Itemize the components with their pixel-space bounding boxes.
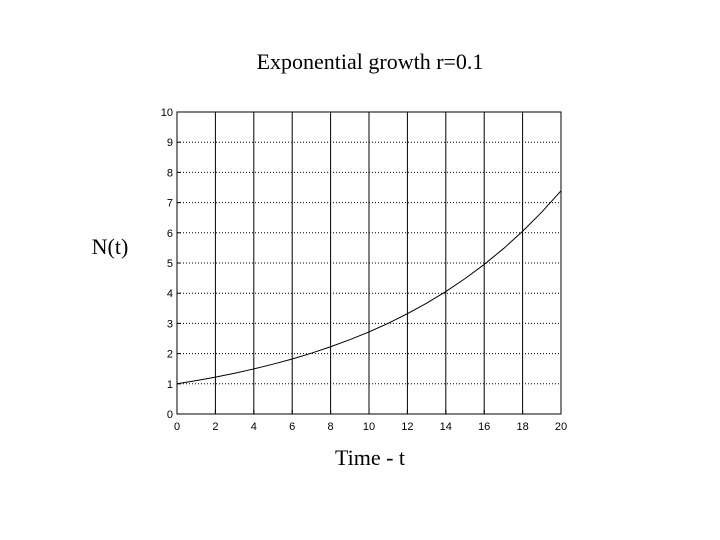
plot-frame [176,111,562,415]
chart-title: Exponential growth r=0.1 [257,49,484,74]
x-axis-label: Time - t [335,445,405,470]
x-tick-label: 6 [289,421,295,433]
y-tick-label: 2 [167,349,173,361]
y-tick-label: 4 [167,288,173,300]
x-tick-label: 2 [212,421,218,433]
y-tick-label: 10 [161,107,173,119]
x-tick-label: 16 [478,421,490,433]
y-tick-label: 0 [167,409,173,421]
y-tick-label: 5 [167,258,173,270]
x-tick-label: 18 [516,421,528,433]
x-tick-label: 20 [555,421,567,433]
x-tick-label: 10 [363,421,375,433]
y-tick-label: 3 [167,318,173,330]
x-tick-label: 8 [328,421,334,433]
x-tick-label: 12 [401,421,413,433]
y-tick-label: 9 [167,137,173,149]
series-line-0 [176,190,562,385]
x-tick-label: 14 [440,421,452,433]
x-tick-label: 0 [174,421,180,433]
y-tick-label: 1 [167,379,173,391]
y-tick-label: 6 [167,228,173,240]
series-layer [176,190,562,385]
y-axis-label: N(t) [92,234,129,259]
y-tick-label: 7 [167,198,173,210]
x-tick-label: 4 [251,421,257,433]
y-tick-label: 8 [167,167,173,179]
grid-lines [177,112,561,414]
